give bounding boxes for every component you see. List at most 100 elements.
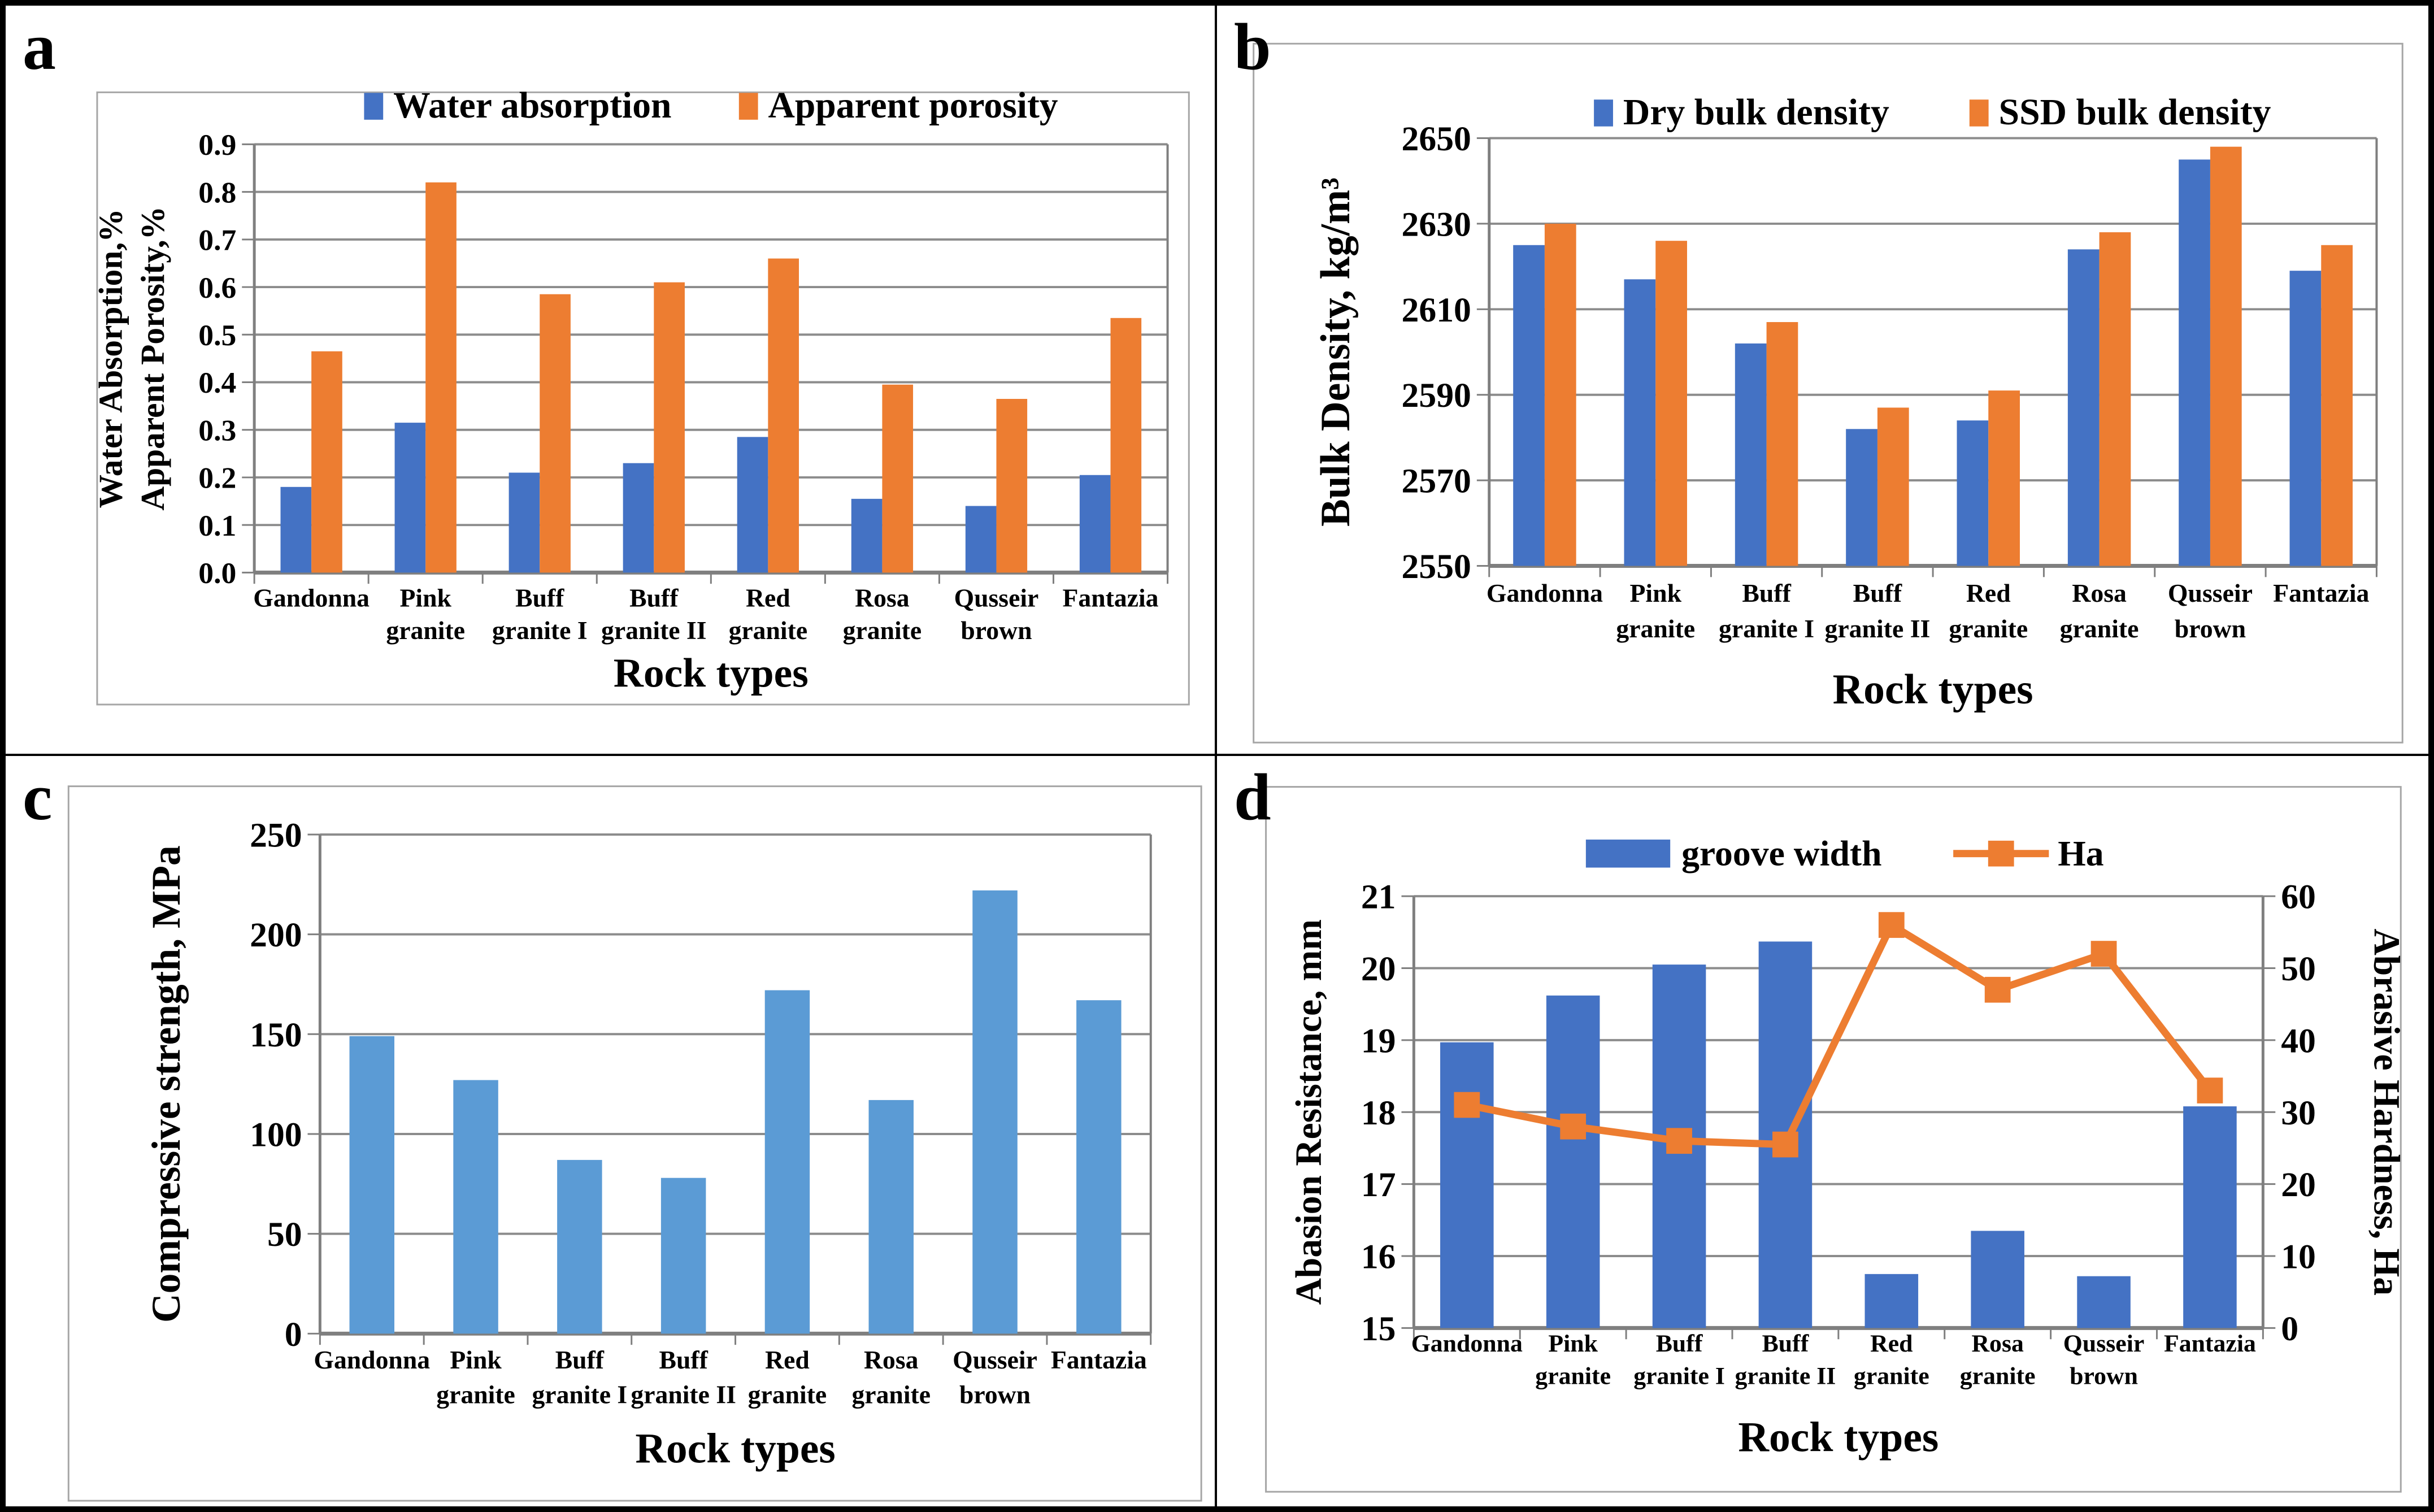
bar-dry-bulk-density-6 [2179, 159, 2210, 566]
x-category-label: Rosa [2072, 579, 2127, 607]
x-axis-title: Rock types [635, 1426, 835, 1472]
chart-box [96, 91, 1190, 706]
y-tick-label: 0.8 [198, 175, 236, 209]
marker-ha-3 [1772, 1131, 1798, 1158]
bar-water-absorption-2 [508, 472, 540, 573]
x-category-label: Buff [659, 1345, 708, 1374]
marker-ha-7 [2197, 1077, 2223, 1103]
y-tick-label: 0.7 [198, 223, 236, 257]
legend-swatch-bar [1585, 839, 1671, 868]
y-tick-label-right: 10 [2281, 1238, 2316, 1276]
y-tick-label: 2590 [1402, 376, 1471, 415]
x-category-label: granite II [631, 1380, 736, 1409]
bar-groove-width-7 [2183, 1106, 2237, 1328]
y-tick-label: 50 [267, 1215, 302, 1254]
bar-ssd-bulk-density-7 [2321, 245, 2353, 566]
bar-apparent-porosity-7 [1110, 318, 1142, 573]
panel-a-letter: a [23, 10, 56, 84]
marker-ha-6 [2090, 941, 2117, 967]
bar-apparent-porosity-3 [654, 282, 685, 573]
bar-water-absorption-6 [965, 506, 997, 573]
x-category-label: Buff [1762, 1330, 1809, 1357]
y-tick-label: 0.3 [198, 414, 236, 447]
bar-compressive-strength-0 [349, 1036, 394, 1334]
bar-apparent-porosity-5 [882, 384, 914, 573]
y-tick-label: 18 [1361, 1094, 1396, 1132]
x-category-label: granite [1854, 1363, 1929, 1390]
chart-box [1253, 42, 2403, 744]
marker-ha-1 [1560, 1113, 1587, 1140]
bar-ssd-bulk-density-4 [1988, 390, 2020, 566]
y-tick-label-right: 50 [2281, 950, 2316, 988]
x-category-label: granite [2060, 614, 2139, 643]
marker-ha-2 [1666, 1128, 1692, 1154]
bar-water-absorption-7 [1079, 475, 1111, 573]
chart-box [1265, 786, 2402, 1493]
bar-ssd-bulk-density-3 [1877, 407, 1909, 566]
x-category-label: Pink [1629, 579, 1681, 607]
x-category-label: Gandonna [1487, 579, 1603, 607]
x-category-label: granite II [1735, 1363, 1836, 1390]
panel-b-chart: 2550 2570 2590 2610 2630 2650 Gandonna Pink gran… [1253, 42, 2403, 744]
x-category-label: granite I [1719, 614, 1814, 643]
bar-water-absorption-3 [623, 463, 654, 573]
x-category-label: Buff [555, 1345, 605, 1374]
legend-label: groove width [1681, 833, 1881, 874]
bar-groove-width-1 [1546, 995, 1600, 1328]
y-tick-label: 2550 [1402, 548, 1471, 586]
bar-compressive-strength-5 [868, 1100, 914, 1334]
legend-swatch [1594, 99, 1613, 127]
x-category-label: Pink [450, 1345, 502, 1374]
x-category-label: Red [765, 1345, 810, 1374]
panel-c: 0 50 100 150 200 250 Gandonna Pink granite Buff gr… [6, 756, 1217, 1506]
marker-ha-0 [1454, 1092, 1480, 1118]
chart-box [67, 785, 1202, 1502]
y-tick-label: 19 [1361, 1022, 1396, 1060]
y-tick-label: 21 [1361, 878, 1396, 916]
x-category-label: granite [851, 1380, 931, 1409]
bar-ssd-bulk-density-5 [2099, 232, 2131, 566]
bar-compressive-strength-7 [1076, 1000, 1122, 1334]
x-category-label: granite [1616, 614, 1695, 643]
x-category-label: granite [1960, 1363, 2036, 1390]
panel-c-letter: c [23, 760, 53, 834]
bar-dry-bulk-density-4 [1957, 420, 1989, 566]
y-tick-label: 16 [1361, 1238, 1396, 1276]
x-category-label: granite [1535, 1363, 1611, 1390]
x-category-label: Buff [515, 584, 564, 612]
bar-ssd-bulk-density-2 [1766, 322, 1798, 566]
y-tick-label: 0.9 [198, 128, 236, 162]
y-axis-title-right: Abrasive Hardness, Ha [2366, 928, 2406, 1296]
x-category-label: granite I [1633, 1363, 1725, 1390]
bar-apparent-porosity-0 [311, 351, 342, 573]
x-category-label: Gandonna [1411, 1330, 1523, 1357]
y-tick-label-right: 0 [2281, 1310, 2298, 1348]
bar-compressive-strength-3 [660, 1178, 706, 1334]
x-category-label: Buff [1742, 579, 1791, 607]
y-tick-label: 0.2 [198, 461, 236, 495]
x-category-label: Gandonna [314, 1345, 430, 1374]
bar-apparent-porosity-1 [425, 182, 457, 573]
x-category-label: Rosa [1971, 1330, 2024, 1357]
x-category-label: Fantazia [1063, 584, 1159, 612]
panel-d-letter: d [1234, 760, 1271, 834]
panel-d: 15 16 17 18 19 20 21 0 10 20 30 40 50 60 Gandonna Pink g… [1217, 756, 2428, 1506]
x-category-label: Qusseir [954, 584, 1039, 612]
x-category-label: Fantazia [1051, 1345, 1147, 1374]
legend-label: SSD bulk density [1999, 92, 2271, 133]
y-tick-label: 2650 [1402, 120, 1471, 158]
y-tick-label: 17 [1361, 1166, 1396, 1204]
y-tick-label: 0.1 [198, 509, 236, 542]
bar-apparent-porosity-2 [540, 294, 571, 573]
bar-compressive-strength-2 [557, 1159, 602, 1334]
y-axis-title: Apparent Porosity,% [134, 206, 171, 511]
x-category-label: brown [960, 616, 1032, 645]
x-category-label: granite [436, 1380, 515, 1409]
bar-ssd-bulk-density-1 [1655, 241, 1687, 566]
bar-water-absorption-5 [851, 498, 883, 573]
bar-dry-bulk-density-2 [1735, 343, 1767, 566]
legend-swatch [1969, 99, 1989, 127]
x-category-label: Fantazia [2164, 1330, 2256, 1357]
bar-dry-bulk-density-5 [2067, 249, 2100, 566]
y-tick-label-right: 60 [2281, 878, 2316, 916]
